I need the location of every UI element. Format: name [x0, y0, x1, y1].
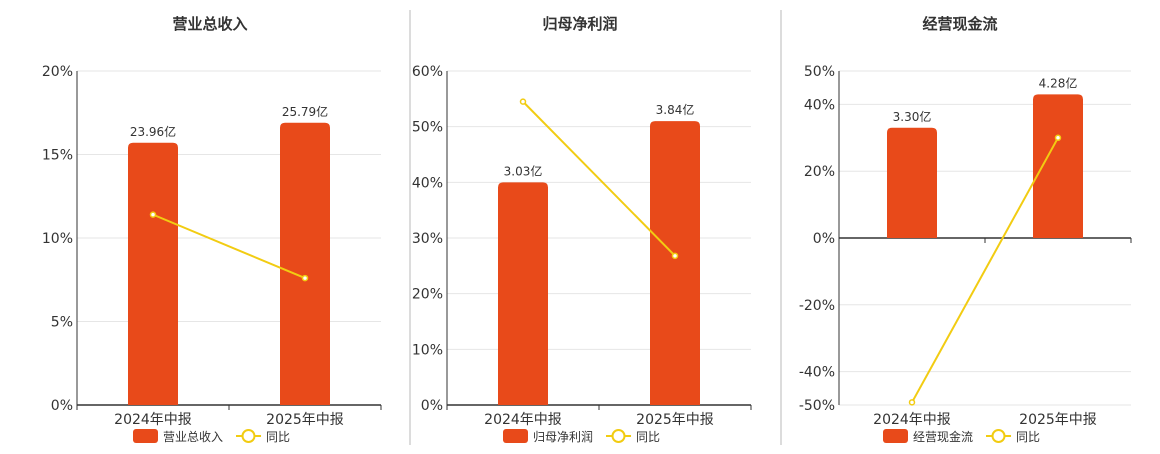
y-tick-label: 40%: [804, 97, 835, 113]
legend-line-label: 同比: [636, 430, 660, 444]
x-tick-label: 2025年中报: [1019, 412, 1097, 428]
y-tick-label: 0%: [421, 398, 443, 414]
yoy-line: [522, 100, 676, 257]
y-tick-label: -40%: [799, 365, 835, 381]
y-tick-label: 20%: [804, 164, 835, 180]
bar: [1033, 94, 1083, 238]
y-tick-label: 10%: [42, 231, 73, 247]
chart-2: 归母净利润 0% 10% 20% 30% 40% 50% 60% 2024年中报 2025年中报 3…: [412, 15, 752, 444]
legend-line-label: 同比: [266, 430, 290, 444]
y-tick-label: 20%: [412, 287, 443, 303]
chart-title: 归母净利润: [542, 15, 617, 33]
yoy-line: [152, 213, 306, 280]
chart-1: 营业总收入 0% 5% 10% 15% 20% 2024年中报 2025年中报 23.96亿 25…: [42, 15, 382, 444]
legend-bar-label: 营业总收入: [163, 430, 223, 444]
bar-data-label: 25.79亿: [282, 104, 328, 119]
bar-data-label: 3.03亿: [504, 163, 543, 178]
legend-line-label: 同比: [1016, 430, 1040, 444]
y-tick-label: 60%: [412, 64, 443, 80]
chart-title: 营业总收入: [172, 15, 247, 33]
yoy-point: [671, 252, 679, 260]
bar-data-label: 3.30亿: [893, 109, 932, 124]
legend-bar-swatch: [133, 429, 158, 443]
bar-data-label: 3.84亿: [656, 102, 695, 117]
legend-line-marker: [241, 429, 256, 443]
y-tick-label: 40%: [412, 175, 443, 191]
bar-data-label: 23.96亿: [130, 124, 176, 139]
x-tick-label: 2024年中报: [484, 412, 562, 428]
chart-title: 经营现金流: [922, 15, 997, 33]
legend-bar-label: 经营现金流: [913, 429, 973, 444]
bar: [128, 142, 178, 405]
legend-bar-swatch: [883, 429, 908, 443]
yoy-point: [519, 98, 527, 105]
bar: [887, 127, 937, 238]
y-tick-label: 20%: [42, 64, 73, 80]
chart-3: 经营现金流 50% 40% 20% 0% -20% -40% -50% 2024年中报 2025年…: [799, 15, 1132, 444]
x-tick-label: 2024年中报: [873, 412, 951, 428]
bar: [280, 122, 330, 406]
legend-bar-swatch: [503, 429, 528, 443]
y-tick-label: 0%: [51, 398, 73, 414]
legend-bar-label: 归母净利润: [533, 430, 593, 444]
x-tick-label: 2024年中报: [114, 412, 192, 428]
y-tick-label: 50%: [412, 120, 443, 136]
y-tick-label: -50%: [799, 398, 835, 414]
yoy-point: [1054, 134, 1062, 142]
bar: [650, 121, 700, 405]
yoy-point: [149, 211, 157, 218]
bar-data-label: 4.28亿: [1039, 75, 1078, 90]
y-tick-label: 30%: [412, 231, 443, 247]
x-tick-label: 2025年中报: [266, 412, 344, 428]
bar: [498, 182, 548, 405]
y-tick-label: 15%: [42, 148, 73, 164]
y-tick-label: 0%: [813, 231, 835, 247]
y-tick-label: -20%: [799, 298, 835, 314]
x-tick-label: 2025年中报: [636, 412, 714, 428]
y-tick-label: 5%: [51, 315, 73, 331]
legend-line-marker: [611, 429, 626, 443]
legend-line-marker: [991, 429, 1006, 443]
yoy-point: [908, 399, 916, 406]
yoy-point: [301, 274, 309, 282]
y-tick-label: 50%: [804, 64, 835, 80]
yoy-line: [911, 137, 1059, 403]
y-tick-label: 10%: [412, 342, 443, 358]
